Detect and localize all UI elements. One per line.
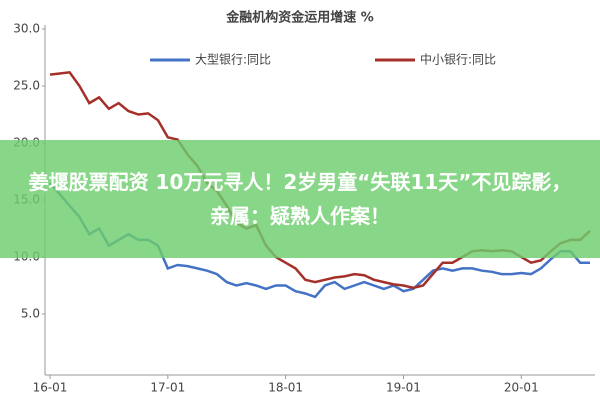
legend-label: 中小银行:同比 [420,52,496,67]
x-tick-label: 20-01 [504,381,539,395]
x-tick-label: 18-01 [268,381,303,395]
legend-label: 大型银行:同比 [195,53,271,67]
y-tick-label: 5.0 [21,307,40,321]
x-tick-label: 19-01 [386,381,421,395]
x-tick-label: 17-01 [150,381,185,395]
y-tick-label: 30.0 [13,22,40,36]
chart-title: 金融机构资金运用增速 % [225,10,374,26]
news-banner[interactable]: 姜堰股票配资 10万元寻人！2岁男童“失联11天”不见踪影，亲属：疑熟人作案！ [0,140,600,258]
x-tick-label: 16-01 [33,381,68,395]
banner-text[interactable]: 姜堰股票配资 10万元寻人！2岁男童“失联11天”不见踪影，亲属：疑熟人作案！ [28,170,572,228]
y-tick-label: 25.0 [13,79,40,93]
